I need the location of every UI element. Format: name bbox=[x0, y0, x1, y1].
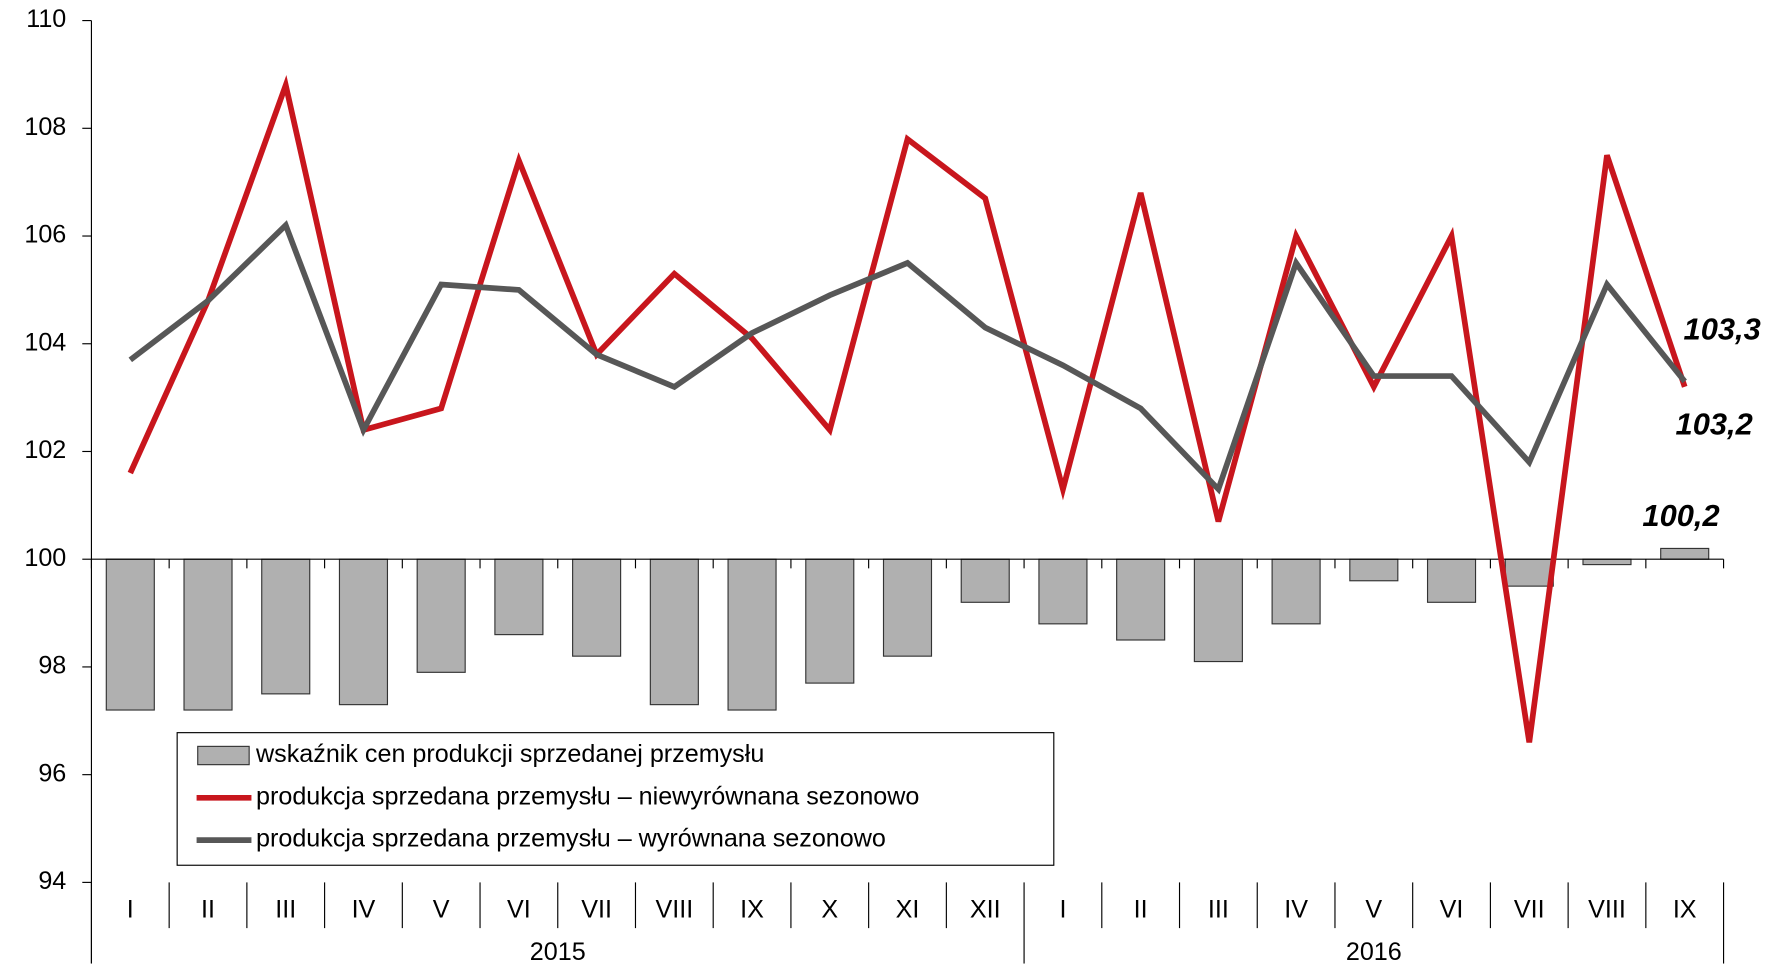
x-tick-label: XI bbox=[896, 896, 920, 924]
x-tick-label: I bbox=[127, 896, 134, 924]
x-tick-label: VIII bbox=[1588, 896, 1626, 924]
x-tick-label: VII bbox=[1514, 896, 1545, 924]
x-tick-label: IX bbox=[1673, 896, 1697, 924]
legend-label: produkcja sprzedana przemysłu – wyrównan… bbox=[256, 825, 886, 853]
x-tick-label: III bbox=[275, 896, 296, 924]
y-tick-label: 104 bbox=[24, 328, 66, 356]
x-tick-label: X bbox=[821, 896, 838, 924]
line-series bbox=[127, 75, 1688, 743]
bar bbox=[1271, 558, 1321, 625]
bar bbox=[727, 558, 777, 711]
bar bbox=[572, 558, 622, 657]
group-label: 2015 bbox=[530, 938, 586, 964]
bar bbox=[805, 558, 855, 684]
x-tick-label: II bbox=[201, 896, 215, 924]
bar bbox=[1349, 558, 1399, 582]
legend-swatch bbox=[197, 745, 250, 766]
data-label: 103,2 bbox=[1676, 406, 1753, 441]
x-tick-label: IX bbox=[740, 896, 764, 924]
x-tick-label: I bbox=[1059, 896, 1066, 924]
bar bbox=[338, 558, 389, 706]
bar bbox=[261, 558, 311, 695]
x-tick-label: VIII bbox=[655, 896, 693, 924]
x-tick-label: VI bbox=[507, 896, 531, 924]
bar bbox=[416, 558, 466, 673]
x-tick-label: IV bbox=[352, 896, 376, 924]
x-tick-label: VII bbox=[581, 896, 612, 924]
y-tick-label: 98 bbox=[38, 652, 66, 680]
y-tick-label: 100 bbox=[24, 544, 66, 572]
bar bbox=[1426, 558, 1477, 603]
y-tick-label: 96 bbox=[38, 759, 66, 787]
legend-label: produkcja sprzedana przemysłu – niewyrów… bbox=[256, 782, 919, 810]
line-series bbox=[128, 220, 1687, 495]
bar bbox=[1504, 558, 1554, 587]
bar bbox=[649, 558, 699, 706]
y-tick-label: 108 bbox=[24, 113, 66, 141]
x-tick-label: II bbox=[1134, 896, 1148, 924]
bar bbox=[1582, 558, 1632, 566]
y-tick-label: 94 bbox=[38, 867, 66, 895]
group-label: 2016 bbox=[1346, 938, 1402, 964]
bar bbox=[1116, 558, 1166, 641]
legend-box bbox=[176, 732, 1055, 866]
x-tick-label: XII bbox=[970, 896, 1001, 924]
data-label: 103,3 bbox=[1684, 312, 1761, 347]
data-label: 100,2 bbox=[1642, 498, 1719, 533]
bar bbox=[1660, 547, 1710, 560]
x-tick-label: V bbox=[1365, 896, 1382, 924]
x-tick-label: III bbox=[1208, 896, 1229, 924]
bar bbox=[960, 558, 1010, 603]
y-tick-label: 110 bbox=[26, 5, 66, 33]
bar bbox=[1193, 558, 1243, 663]
y-tick-label: 102 bbox=[24, 436, 66, 464]
bar bbox=[105, 558, 155, 711]
bar bbox=[882, 558, 933, 657]
bar bbox=[1038, 558, 1088, 625]
x-tick-label: VI bbox=[1440, 896, 1464, 924]
y-tick-label: 106 bbox=[24, 221, 66, 249]
x-tick-label: IV bbox=[1284, 896, 1308, 924]
x-tick-label: V bbox=[433, 896, 450, 924]
legend-label: wskaźnik cen produkcji sprzedanej przemy… bbox=[255, 740, 764, 768]
bar bbox=[494, 558, 544, 636]
bar bbox=[183, 558, 233, 711]
